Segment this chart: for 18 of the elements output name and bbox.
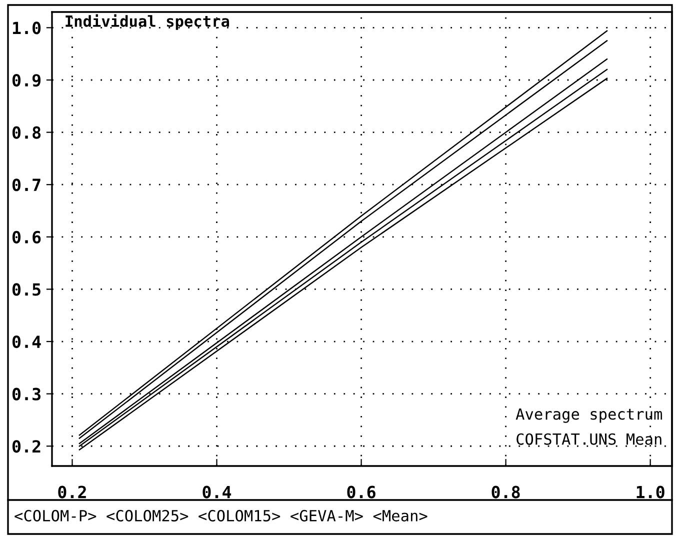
y-tick-label: 0.4	[12, 335, 41, 348]
chart-title: Individual spectra	[66, 14, 230, 30]
x-tick-label: 1.0	[636, 486, 664, 498]
y-tick-label: 0.8	[12, 126, 41, 139]
x-tick-label: 0.6	[347, 486, 376, 498]
y-tick-label: 0.7	[12, 178, 40, 192]
y-tick-label: 0.6	[12, 230, 41, 244]
y-tick-label: 0.2	[12, 440, 40, 453]
y-tick-label: 1.0	[13, 22, 41, 34]
x-tick-label: 0.8	[492, 486, 520, 498]
y-tick-label: 0.5	[12, 283, 40, 296]
text: <COLOM-P> <COLOM25> <COLOM15> <GEVA-M> <Mean>	[14, 510, 428, 522]
x-tick-label: 0.4	[202, 486, 232, 498]
x-tick-label: 0.2	[58, 486, 86, 498]
annotation: Average spectrum	[516, 408, 662, 423]
annotation: COFSTAT.UNS Mean	[516, 433, 662, 445]
y-tick-label: 0.9	[12, 74, 41, 87]
y-tick-label: 0.3	[12, 388, 41, 400]
